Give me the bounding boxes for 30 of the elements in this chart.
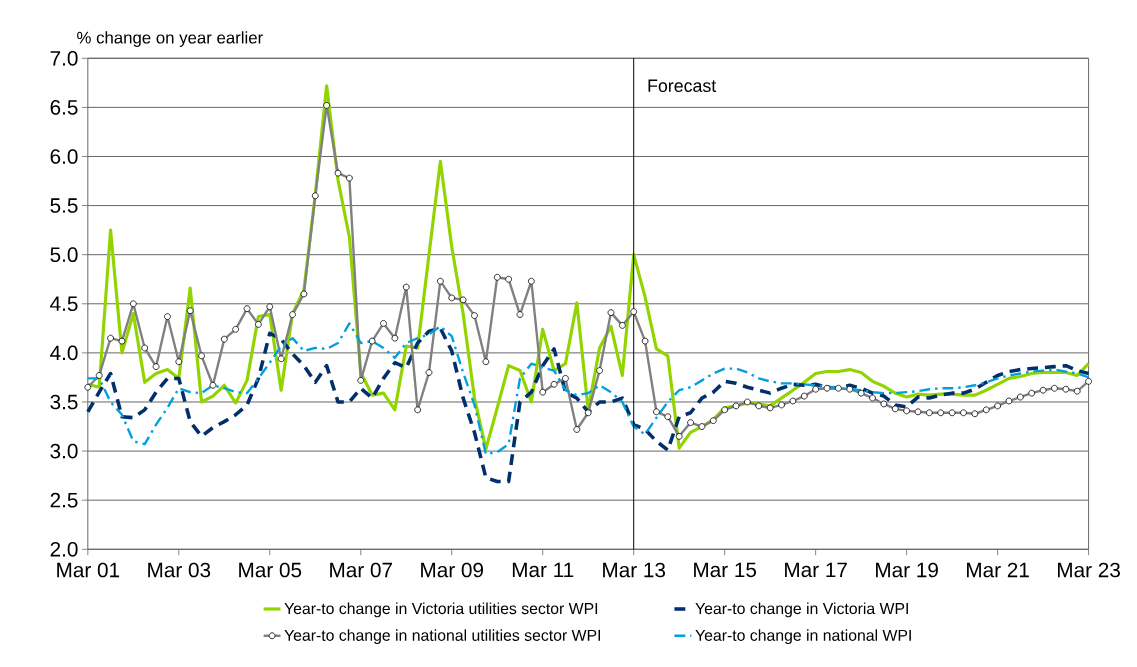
y-tick-label: 2.0 — [50, 542, 78, 557]
y-tick-label: 3.0 — [50, 443, 78, 459]
x-tick-label: Mar 19 — [876, 562, 938, 578]
x-tick-label: Mar 21 — [967, 562, 1029, 578]
x-tick-label: Mar 15 — [694, 562, 757, 578]
legend-label: Year-to change in Victoria utilities sector WPI — [284, 602, 598, 618]
y-tick-label: 4.0 — [50, 345, 78, 361]
y-tick-label: 5.0 — [50, 247, 78, 263]
x-tick-label: Mar 17 — [785, 562, 847, 578]
legend-label: Year-to change in national utilities sector WPI — [284, 629, 601, 645]
x-tick-label: Mar 03 — [148, 562, 211, 578]
y-tick-label: 5.5 — [50, 198, 78, 213]
legend-label: Year-to change in national WPI — [695, 629, 911, 645]
line-series — [86, 326, 1091, 484]
y-tick-label: 2.5 — [50, 492, 78, 508]
y-axis-title: % change on year earlier — [77, 31, 263, 47]
x-tick-label: Mar 05 — [239, 562, 302, 578]
ref-line-label: Forecast — [648, 79, 717, 93]
y-tick-label: 3.5 — [50, 394, 78, 410]
x-tick-label: Mar 09 — [421, 562, 484, 578]
x-tick-label: Mar 07 — [330, 562, 392, 578]
x-tick-label: Mar 01 — [57, 562, 120, 578]
x-tick-label: Mar 11 — [512, 562, 574, 578]
y-tick-label: 6.5 — [50, 100, 78, 115]
x-tick-label: Mar 23 — [1058, 562, 1120, 578]
y-tick-label: 7.0 — [50, 51, 78, 66]
y-tick-label: 4.5 — [50, 296, 78, 312]
y-tick-label: 6.0 — [50, 149, 78, 164]
x-tick-label: Mar 13 — [603, 562, 666, 578]
legend-label: Year-to change in Victoria WPI — [695, 602, 908, 618]
